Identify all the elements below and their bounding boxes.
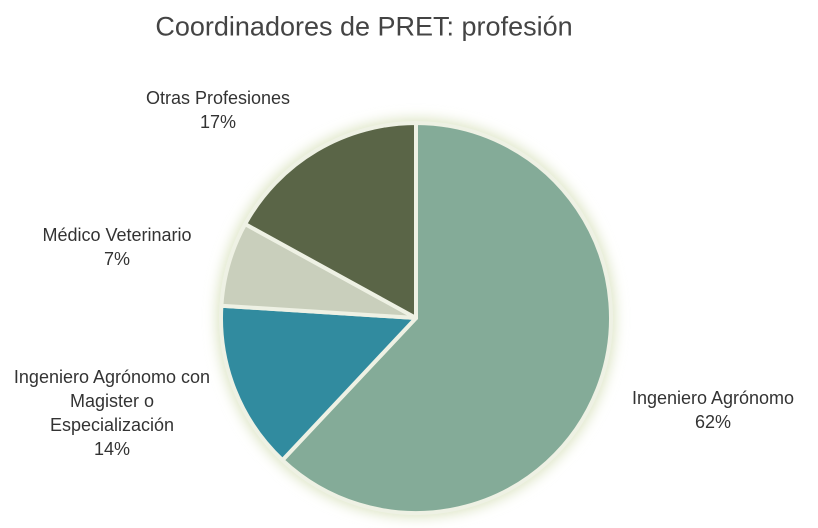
value-label: 62%: [694, 412, 732, 432]
category-name: Otras Profesiones: [145, 88, 291, 108]
pie-slice: [280, 121, 613, 515]
slice-label: Médico Veterinario 7%: [17, 223, 217, 271]
value-label: 17%: [199, 112, 237, 132]
category-name: Médico Veterinario: [42, 225, 192, 245]
pie-slice: [243, 121, 418, 320]
category-name: Ingeniero Agrónomo: [631, 388, 795, 408]
value-label: 7%: [103, 249, 130, 269]
chart-title: Coordinadores de PRET: profesión: [155, 11, 573, 42]
slice-label: Ingeniero Agrónomo con Magister o Especi…: [7, 365, 217, 461]
slice-label: Ingeniero Agrónomo 62%: [603, 386, 818, 434]
category-name: Ingeniero Agrónomo con Magister o Especi…: [13, 367, 211, 435]
pie-slice: [219, 303, 418, 463]
value-label: 14%: [93, 439, 131, 459]
slice-label: Otras Profesiones 17%: [118, 86, 318, 134]
